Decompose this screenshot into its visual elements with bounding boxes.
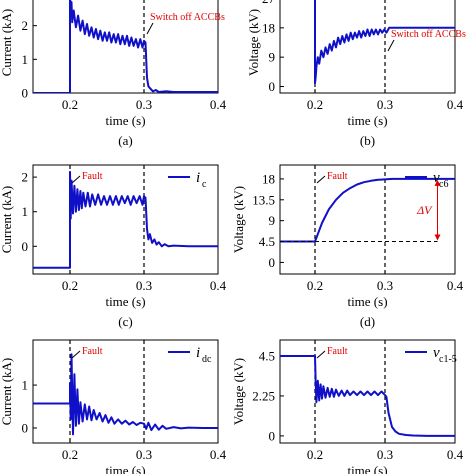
y-axis-label: Current (kA): [0, 358, 14, 426]
x-axis-label: time (s): [347, 113, 387, 128]
x-tick-label: 0.2: [307, 447, 323, 462]
x-tick-label: 0.2: [307, 278, 323, 293]
legend-label: i: [196, 170, 200, 186]
y-tick-label: 0: [22, 420, 29, 435]
y-tick-label: 0: [22, 239, 29, 254]
x-tick-label: 0.4: [447, 278, 464, 293]
x-axis-label: time (s): [347, 294, 387, 309]
x-tick-label: 0.4: [210, 97, 227, 112]
y-tick-label: 18: [262, 171, 275, 186]
y-tick-label: 9: [269, 213, 276, 228]
axes-box: [32, 339, 219, 444]
x-tick-label: 0.3: [377, 447, 393, 462]
axes-box: [32, 0, 219, 94]
axes-box: [32, 164, 219, 275]
legend-label: v: [433, 170, 440, 186]
annotation-fault: Fault: [82, 171, 103, 182]
y-axis-label: Voltage (kV): [246, 9, 261, 76]
annotation-arrow: [71, 350, 81, 359]
y-tick-label: 9: [269, 50, 276, 65]
y-tick-label: 18: [262, 20, 275, 35]
y-axis-label: Voltage (kV): [231, 358, 246, 425]
x-tick-label: 0.2: [62, 97, 78, 112]
y-tick-label: 2: [22, 170, 29, 185]
series-line: [280, 177, 455, 243]
x-tick-label: 0.3: [136, 447, 152, 462]
x-tick-label: 0.3: [377, 278, 393, 293]
panel-b: 0.2 0.3 0.4 0 9 18 27 time (s) Voltage (kV) (b) Sw…: [246, 0, 466, 148]
annotation-arrow: [146, 22, 154, 35]
series-line: [33, 170, 218, 269]
x-axis-label: time (s): [105, 294, 145, 309]
panel-caption: (d): [360, 314, 375, 329]
annotation-fault: Fault: [82, 346, 103, 357]
annotation-delta-v: ΔV: [416, 203, 433, 217]
legend-subscript: c1-5: [439, 354, 457, 365]
annotation-arrow: [316, 175, 326, 184]
y-tick-label: 0: [269, 255, 276, 270]
panel-c: 0.2 0.3 0.4 0 1 2 time (s) Current (kA) (c) i c Fau…: [0, 164, 227, 329]
y-tick-label: 0: [22, 86, 29, 101]
y-tick-label: 2.25: [252, 388, 275, 403]
y-tick-label: 13.5: [252, 192, 275, 207]
annotation-arrow: [316, 350, 326, 359]
y-tick-label: 1: [22, 378, 29, 393]
x-tick-label: 0.4: [447, 97, 464, 112]
series-line: [314, 0, 455, 85]
panel-caption: (c): [118, 314, 132, 329]
x-tick-label: 0.3: [136, 97, 152, 112]
panel-caption: (b): [360, 133, 375, 148]
annotation-fault: Fault: [327, 171, 348, 182]
annotation-fault: Fault: [327, 346, 348, 357]
y-tick-label: 27: [262, 0, 276, 6]
panel-e: 0.2 0.3 0.4 0 1 time (s) Current (kA) i dc Fault: [0, 339, 227, 474]
x-tick-label: 0.4: [447, 447, 464, 462]
x-tick-label: 0.3: [136, 278, 152, 293]
series-line: [280, 355, 455, 437]
y-axis-label: Current (kA): [0, 186, 14, 254]
y-tick-label: 1: [22, 52, 29, 67]
delta-arrow-head: [434, 179, 441, 186]
y-tick-label: 4.5: [259, 234, 275, 249]
y-axis-label: Current (kA): [0, 9, 14, 77]
y-tick-label: 0: [269, 428, 276, 443]
panel-f: 0.2 0.3 0.4 0 2.25 4.5 time (s) Voltage (kV) v c1…: [231, 339, 464, 474]
panel-a: 0.2 0.3 0.4 0 1 2 time (s) Current (kA) (a) Switc…: [0, 0, 227, 148]
x-tick-label: 0.2: [62, 278, 78, 293]
x-tick-label: 0.2: [307, 97, 323, 112]
y-axis-label: Voltage (kV): [231, 186, 246, 253]
x-tick-label: 0.4: [210, 278, 227, 293]
legend-label: i: [196, 345, 200, 361]
x-tick-label: 0.2: [62, 447, 78, 462]
y-tick-label: 1: [22, 204, 29, 219]
x-tick-label: 0.3: [377, 97, 393, 112]
annotation-switch-off: Switch off ACCBs: [391, 29, 466, 40]
x-axis-label: time (s): [347, 463, 387, 474]
y-tick-label: 0: [269, 79, 276, 94]
panel-d: 0.2 0.3 0.4 0 4.5 9 13.5 18 time (s) Voltage (kV)…: [231, 164, 464, 329]
annotation-arrow: [71, 175, 81, 184]
y-tick-label: 2: [22, 18, 29, 33]
legend-subscript: c6: [439, 179, 448, 190]
y-tick-label: 4.5: [259, 348, 275, 363]
axes-box: [279, 339, 456, 444]
annotation-switch-off: Switch off ACCBs: [150, 12, 225, 23]
x-axis-label: time (s): [105, 113, 145, 128]
delta-arrow-head: [434, 234, 441, 241]
x-tick-label: 0.4: [210, 447, 227, 462]
panel-caption: (a): [118, 133, 132, 148]
annotation-arrow: [387, 39, 395, 52]
x-axis-label: time (s): [105, 463, 145, 474]
legend-label: v: [433, 345, 440, 361]
series-line: [33, 353, 218, 436]
axes-box: [279, 0, 456, 94]
legend-subscript: dc: [202, 354, 212, 365]
axes-box: [279, 164, 456, 275]
series-line: [33, 0, 218, 93]
legend-subscript: c: [202, 179, 207, 190]
